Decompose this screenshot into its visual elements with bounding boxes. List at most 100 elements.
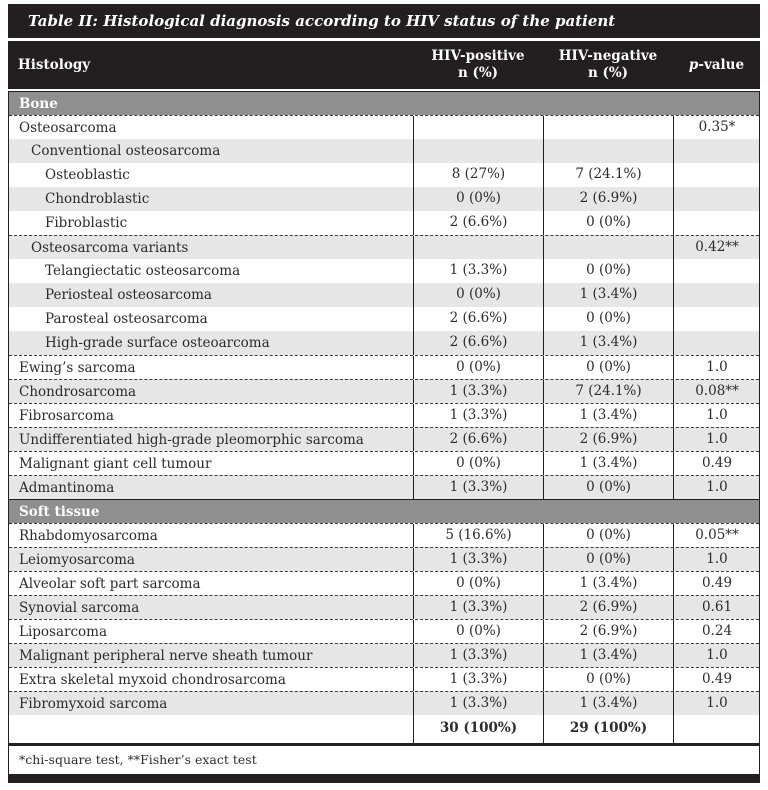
histology-cell: Chondrosarcoma <box>19 383 137 400</box>
p-value-cell: 1.0 <box>673 404 760 427</box>
histology-cell: Synovial sarcoma <box>19 599 140 616</box>
total-section: 30 (100%) 29 (100%) <box>8 715 760 743</box>
table-title: Table II: Histological diagnosis accordi… <box>8 4 760 38</box>
hiv-negative-cell: 1 (3.4%) <box>543 331 673 355</box>
hiv-positive-cell: 5 (16.6%) <box>413 524 543 547</box>
p-value-cell: 1.0 <box>673 476 760 499</box>
column-header-histology: Histology <box>18 57 91 73</box>
histology-cell: Extra skeletal myxoid chondrosarcoma <box>19 671 286 688</box>
hiv-positive-cell: 1 (3.3%) <box>413 380 543 403</box>
section-header: Bone <box>9 91 759 115</box>
table-row: Malignant giant cell tumour 0 (0%) 1 (3.4%… <box>9 451 759 475</box>
hiv-positive-cell: 8 (27%) <box>413 163 543 187</box>
table-row: Osteoblastic 8 (27%) 7 (24.1%) <box>9 163 759 187</box>
p-value-cell: 0.42** <box>673 236 760 259</box>
hiv-positive-cell: 2 (6.6%) <box>413 331 543 355</box>
table-ii: Table II: Histological diagnosis accordi… <box>8 4 760 783</box>
table-row: Fibroblastic 2 (6.6%) 0 (0%) <box>9 211 759 235</box>
table-row: Fibromyxoid sarcoma 1 (3.3%) 1 (3.4%) 1.0 <box>9 691 759 715</box>
p-value-cell <box>673 283 760 307</box>
p-value-cell <box>673 259 760 283</box>
hiv-positive-cell: 1 (3.3%) <box>413 548 543 571</box>
section-header: Soft tissue <box>9 499 759 523</box>
p-value-cell <box>673 331 760 355</box>
hiv-positive-cell: 0 (0%) <box>413 187 543 211</box>
hiv-negative-cell: 1 (3.4%) <box>543 452 673 475</box>
hiv-negative-cell: 0 (0%) <box>543 548 673 571</box>
p-value-cell: 0.49 <box>673 452 760 475</box>
table-row: Osteosarcoma 0.35* <box>9 115 759 139</box>
hiv-positive-cell <box>413 116 543 139</box>
hiv-positive-cell: 2 (6.6%) <box>413 307 543 331</box>
hiv-negative-cell: 0 (0%) <box>543 211 673 235</box>
hiv-positive-cell <box>413 139 543 163</box>
histology-cell: Malignant peripheral nerve sheath tumour <box>19 647 313 664</box>
hiv-negative-cell: 2 (6.9%) <box>543 428 673 451</box>
histology-cell: Leiomyosarcoma <box>19 551 135 568</box>
hiv-negative-cell <box>543 116 673 139</box>
histology-cell: Osteosarcoma variants <box>31 239 189 256</box>
hiv-negative-cell: 0 (0%) <box>543 259 673 283</box>
hiv-positive-cell: 2 (6.6%) <box>413 211 543 235</box>
hiv-negative-cell: 2 (6.9%) <box>543 620 673 643</box>
total-hiv-positive-cell: 30 (100%) <box>413 715 543 743</box>
table-row: Fibrosarcoma 1 (3.3%) 1 (3.4%) 1.0 <box>9 403 759 427</box>
table-row: Undifferentiated high-grade pleomorphic … <box>9 427 759 451</box>
table-row: Extra skeletal myxoid chondrosarcoma 1 (3… <box>9 667 759 691</box>
p-value-cell: 0.61 <box>673 596 760 619</box>
p-value-cell: 1.0 <box>673 644 760 667</box>
hiv-negative-cell: 0 (0%) <box>543 668 673 691</box>
hiv-negative-cell: 2 (6.9%) <box>543 596 673 619</box>
histology-cell: Admantinoma <box>19 479 115 496</box>
p-value-cell: 0.35* <box>673 116 760 139</box>
table-row: Parosteal osteosarcoma 2 (6.6%) 0 (0%) <box>9 307 759 331</box>
p-value-cell: 1.0 <box>673 356 760 379</box>
histology-cell: Malignant giant cell tumour <box>19 455 212 472</box>
histology-cell: Telangiectatic osteosarcoma <box>45 263 241 279</box>
p-value-cell: 0.24 <box>673 620 760 643</box>
hiv-positive-cell: 1 (3.3%) <box>413 259 543 283</box>
histology-cell: High-grade surface osteoarcoma <box>45 335 270 351</box>
p-value-cell <box>673 211 760 235</box>
hiv-positive-cell: 0 (0%) <box>413 452 543 475</box>
table-row: Chondroblastic 0 (0%) 2 (6.9%) <box>9 187 759 211</box>
p-value-cell <box>673 307 760 331</box>
histology-cell: Osteoblastic <box>45 167 130 183</box>
hiv-negative-cell: 1 (3.4%) <box>543 692 673 715</box>
table-row: Admantinoma 1 (3.3%) 0 (0%) 1.0 <box>9 475 759 499</box>
hiv-positive-cell <box>413 236 543 259</box>
table-row: Malignant peripheral nerve sheath tumour… <box>9 643 759 667</box>
histology-cell: Undifferentiated high-grade pleomorphic … <box>19 431 364 448</box>
p-value-cell: 1.0 <box>673 692 760 715</box>
total-row: 30 (100%) 29 (100%) <box>9 715 759 743</box>
total-hiv-negative-cell: 29 (100%) <box>543 715 673 743</box>
hiv-negative-cell <box>543 236 673 259</box>
divider <box>8 38 760 41</box>
table-row: Telangiectatic osteosarcoma 1 (3.3%) 0 (0%… <box>9 259 759 283</box>
p-value-cell: 0.49 <box>673 572 760 595</box>
column-header-hiv-positive: HIV-positive n (%) <box>431 48 525 81</box>
p-value-cell: 0.08** <box>673 380 760 403</box>
hiv-positive-cell: 0 (0%) <box>413 572 543 595</box>
p-value-cell: 0.49 <box>673 668 760 691</box>
column-header-row: Histology HIV-positive n (%) HIV-negativ… <box>8 41 760 89</box>
p-value-cell <box>673 163 760 187</box>
histology-cell: Alveolar soft part sarcoma <box>19 575 201 592</box>
histology-cell: Fibroblastic <box>45 215 128 231</box>
hiv-negative-cell: 0 (0%) <box>543 476 673 499</box>
histology-cell: Chondroblastic <box>45 191 150 207</box>
table-row: Synovial sarcoma 1 (3.3%) 2 (6.9%) 0.61 <box>9 595 759 619</box>
column-header-hiv-negative: HIV-negative n (%) <box>558 48 658 81</box>
histology-cell: Osteosarcoma <box>19 119 117 136</box>
histology-cell: Conventional osteosarcoma <box>31 143 221 159</box>
hiv-negative-cell: 1 (3.4%) <box>543 644 673 667</box>
hiv-positive-cell: 1 (3.3%) <box>413 692 543 715</box>
p-value-cell: 1.0 <box>673 548 760 571</box>
p-value-cell <box>673 139 760 163</box>
hiv-positive-cell: 1 (3.3%) <box>413 596 543 619</box>
table-row: Leiomyosarcoma 1 (3.3%) 0 (0%) 1.0 <box>9 547 759 571</box>
column-header-p-value: p-value <box>688 56 745 73</box>
table-row: Conventional osteosarcoma <box>9 139 759 163</box>
table-row: Liposarcoma 0 (0%) 2 (6.9%) 0.24 <box>9 619 759 643</box>
